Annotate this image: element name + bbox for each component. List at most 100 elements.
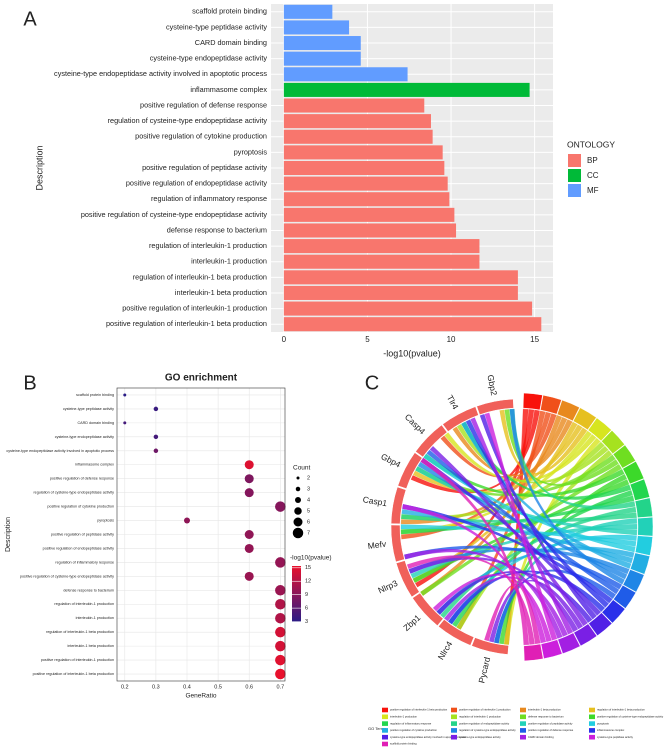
x-axis-title: GeneRatio [185, 693, 216, 700]
panel-label: C [365, 372, 379, 394]
legend-label: BP [587, 156, 598, 165]
dot [244, 571, 254, 581]
y-tick-label: cysteine-type peptidase activity [166, 22, 267, 31]
legend-label: regulation of cysteine-type endopeptidas… [459, 728, 516, 732]
dot [275, 557, 286, 568]
y-tick-label: cysteine-type endopeptidase activity inv… [54, 69, 267, 78]
legend-key [451, 734, 457, 740]
ribbon [461, 421, 632, 569]
legend-label: 7 [307, 530, 310, 536]
legend-label: cysteine-type endopeptidase activity inv… [390, 735, 466, 739]
gene-arc [412, 592, 444, 626]
bar [283, 114, 431, 129]
x-tick-label: 0 [282, 335, 287, 344]
legend-label: 5 [307, 508, 310, 514]
dot [244, 530, 254, 539]
term-arc [540, 639, 563, 659]
bar [283, 207, 455, 222]
y-tick-label: defense response to bacterium [167, 225, 267, 234]
legend-key [293, 517, 303, 527]
y-tick-label: cysteine-type peptidase activity [63, 407, 114, 411]
legend-label: CARD domain binding [528, 735, 554, 739]
dot [244, 474, 254, 484]
legend-key [589, 721, 595, 726]
legend-key [295, 486, 301, 492]
legend-key [451, 728, 457, 733]
term-arc [634, 497, 653, 518]
bar [283, 301, 533, 316]
y-tick-label: positive regulation of interleukin-1 bet… [33, 672, 114, 676]
ribbon [484, 584, 541, 644]
gene-arc [442, 406, 479, 432]
gene-arc [415, 424, 448, 458]
legend-label: 6 [307, 519, 310, 525]
y-tick-label: CARD domain binding [78, 421, 114, 425]
y-tick-label: positive regulation of peptidase activit… [51, 532, 114, 536]
y-tick-label: regulation of interleukin-1 production [149, 241, 267, 250]
legend-key [382, 728, 388, 733]
term-arc [557, 399, 580, 422]
gene-label: Casp1 [362, 494, 388, 508]
bar [283, 160, 445, 176]
bar [283, 270, 518, 285]
panel-label: B [23, 372, 36, 394]
legend-key [295, 497, 301, 503]
term-arc [573, 407, 597, 431]
dot [244, 460, 254, 470]
y-tick-label: inflammasome complex [190, 85, 267, 94]
y-tick-label: defense response to bacterium [63, 588, 114, 592]
gene-arc [390, 524, 405, 563]
legend-label: 12 [305, 579, 311, 585]
y-tick-label: positive regulation of endopeptidase act… [126, 179, 268, 188]
bar [283, 317, 542, 332]
term-arc [635, 535, 653, 556]
y-tick-label: pyroptosis [234, 147, 268, 156]
legend-key [382, 734, 388, 740]
dot [244, 543, 254, 553]
x-axis-title: -log10(pvalue) [383, 348, 441, 358]
legend-label: regulation of interleukin-1 beta product… [597, 708, 645, 712]
legend-key [520, 721, 526, 726]
term-arc [622, 569, 645, 593]
legend-key [568, 154, 581, 167]
y-tick-label: regulation of interleukin-1 beta product… [133, 272, 267, 281]
legend-key [451, 707, 457, 713]
bar [283, 145, 443, 160]
x-tick-label: 10 [447, 335, 456, 344]
dot [153, 406, 159, 412]
panel-label: A [23, 8, 37, 30]
y-tick-label: regulation of interleukin-1 production [54, 602, 114, 606]
legend-key [520, 728, 526, 733]
legend-key [589, 714, 595, 720]
legend-label: positive regulation of interleukin-1 pro… [459, 708, 511, 712]
legend-label: pyroptosis [597, 721, 610, 725]
dot [123, 393, 127, 397]
bar [283, 67, 408, 82]
x-tick-label: 0.4 [183, 684, 191, 690]
y-tick-label: interleukin-1 production [76, 616, 114, 620]
ribbon [479, 414, 597, 620]
legend-label: defense response to bacterium [528, 714, 564, 718]
legend-label: regulation of inflammatory response [390, 721, 432, 725]
bar [283, 82, 530, 97]
legend-key [294, 507, 302, 515]
legend-label: scaffold protein binding [390, 742, 417, 746]
legend-label: cysteine-type endopeptidase activity [459, 735, 501, 739]
y-tick-label: regulation of inflammatory response [151, 194, 267, 203]
y-tick-label: scaffold protein binding [76, 393, 114, 397]
ribbon [420, 457, 529, 646]
chart-title: GO enrichment [165, 373, 238, 384]
x-tick-label: 0.3 [152, 684, 160, 690]
legend-label: MF [587, 186, 599, 195]
y-tick-label: inflammasome complex [75, 463, 114, 467]
legend-label: positive regulation of interleukin-1 bet… [390, 708, 448, 712]
y-tick-label: positive regulation of cysteine-type end… [81, 210, 268, 219]
bar [283, 98, 425, 113]
bar [283, 51, 361, 66]
ribbon [484, 412, 558, 641]
y-tick-label: positive regulation of cysteine-type end… [20, 574, 114, 578]
term-arc [587, 417, 612, 442]
dot [123, 421, 127, 425]
x-tick-label: 5 [365, 335, 370, 344]
